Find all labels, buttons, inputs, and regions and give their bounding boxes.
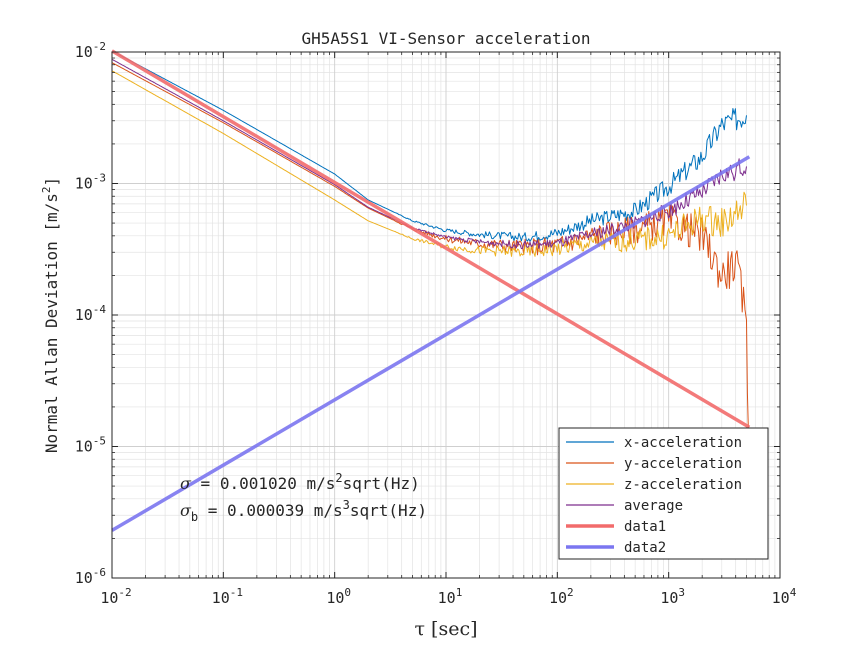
series-line-data2 [111, 155, 751, 532]
annotations: σ = 0.001020 m/s2sqrt(Hz) σb = 0.000039 m… [180, 471, 427, 524]
x-tick-label: 10-2 [100, 586, 131, 607]
y-tick-label: 10-6 [75, 566, 106, 587]
axis-ticks [111, 51, 781, 579]
x-tick-label: 103 [660, 586, 685, 607]
chart-title: GH5A5S1 VI-Sensor acceleration [302, 29, 591, 48]
x-tick-label: 100 [326, 586, 351, 607]
legend: x-acceleration y-acceleration z-accelerati… [558, 427, 769, 560]
x-tick-label: 101 [438, 586, 463, 607]
x-tick-labels: 10-2 10-1 100 101 102 103 104 [100, 586, 796, 607]
y-tick-label: 10-4 [75, 303, 107, 324]
legend-box [558, 427, 769, 560]
series-line-x-acceleration [111, 50, 747, 242]
y-axis-label-text: Normal Allan Deviation [m/s2] [40, 177, 61, 453]
series-line-y-acceleration [111, 62, 749, 432]
x-axis-label: τ [sec] [414, 618, 477, 640]
series-line-data1 [111, 49, 751, 429]
legend-label-data2: data2 [624, 540, 666, 556]
y-tick-label: 10-2 [75, 40, 106, 61]
series-line-z-acceleration [111, 70, 747, 257]
legend-label-data1: data1 [624, 519, 666, 535]
legend-label-average: average [624, 498, 683, 514]
y-axis-label: Normal Allan Deviation [m/s2] [40, 177, 61, 453]
x-tick-label: 10-1 [212, 586, 243, 607]
annotation-1: σ = 0.001020 m/s2sqrt(Hz) [180, 471, 420, 493]
y-tick-label: 10-5 [75, 435, 106, 456]
y-tick-label: 10-3 [75, 172, 106, 193]
series-layer [111, 49, 751, 532]
y-tick-labels: 10-6 10-5 10-4 10-3 10-2 [75, 40, 107, 587]
x-tick-label: 102 [549, 586, 574, 607]
legend-label-y-acceleration: y-acceleration [624, 456, 742, 472]
annotation-2: σb = 0.000039 m/s3sqrt(Hz) [180, 498, 427, 524]
legend-label-z-acceleration: z-acceleration [624, 477, 742, 493]
legend-label-x-acceleration: x-acceleration [624, 435, 742, 451]
x-tick-label: 104 [772, 586, 797, 607]
